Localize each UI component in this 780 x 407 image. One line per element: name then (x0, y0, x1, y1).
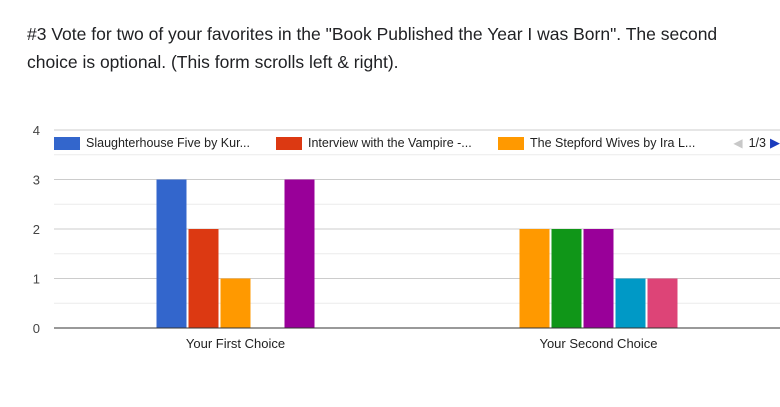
question-title: #3 Vote for two of your favorites in the… (27, 24, 718, 72)
legend-label-2: Interview with the Vampire -... (308, 136, 472, 150)
y-tick-label: 3 (33, 173, 40, 188)
bar (156, 179, 187, 328)
legend-page-indicator: 1/3 (748, 136, 766, 150)
bar (284, 179, 315, 328)
triangle-left-icon[interactable]: ◀ (733, 136, 743, 150)
x-tick-label: Your Second Choice (539, 336, 657, 351)
bar (220, 278, 251, 328)
bar (647, 278, 678, 328)
triangle-right-icon[interactable]: ▶ (770, 135, 780, 150)
legend-item-2: Interview with the Vampire -... (276, 136, 498, 150)
bar (188, 229, 219, 328)
legend-item-3: The Stepford Wives by Ira L... (498, 136, 720, 150)
legend-item-1: Slaughterhouse Five by Kur... (54, 136, 276, 150)
legend-pager: ◀ 1/3 ▶ (733, 135, 780, 151)
chart-legend: Slaughterhouse Five by Kur... Interview … (54, 131, 780, 155)
legend-swatch-2 (276, 136, 302, 150)
legend-swatch-1 (54, 136, 80, 150)
bar (551, 229, 582, 328)
y-tick-label: 4 (33, 123, 40, 138)
bar (615, 278, 646, 328)
legend-label-3: The Stepford Wives by Ira L... (530, 136, 696, 150)
bar (583, 229, 614, 328)
legend-label-1: Slaughterhouse Five by Kur... (86, 136, 250, 150)
x-tick-label: Your First Choice (186, 336, 285, 351)
bar (519, 229, 550, 328)
legend-swatch-3 (498, 136, 524, 150)
y-tick-label: 2 (33, 222, 40, 237)
y-tick-label: 0 (33, 321, 40, 336)
y-tick-label: 1 (33, 272, 40, 287)
